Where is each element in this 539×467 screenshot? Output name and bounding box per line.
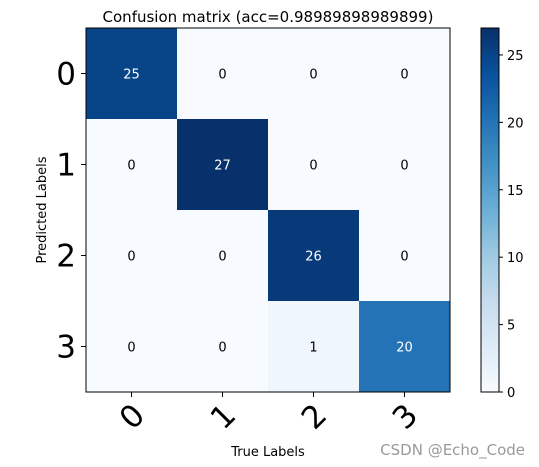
heatmap-cell-label: 25 (123, 68, 140, 83)
heatmap-cell (268, 119, 359, 210)
heatmap-cell-label: 0 (400, 159, 408, 174)
x-tick-label: 1 (204, 397, 243, 436)
colorbar-tick-label: 20 (507, 116, 524, 131)
heatmap-cell (268, 28, 359, 119)
chart-title: Confusion matrix (acc=0.98989898989899) (103, 8, 434, 26)
heatmap-cell (177, 119, 268, 210)
heatmap-cell (268, 301, 359, 392)
heatmap-cell-label: 0 (127, 250, 135, 265)
heatmap-cell (359, 28, 450, 119)
heatmap-cell-label: 20 (396, 341, 413, 356)
heatmap-cell-label: 1 (309, 341, 317, 356)
colorbar-tick-label: 25 (507, 49, 524, 64)
y-axis-ticks: 0 1 2 3 (56, 57, 86, 366)
heatmap-cell (177, 301, 268, 392)
heatmap-cell-label: 0 (127, 341, 135, 356)
heatmap-cell (359, 301, 450, 392)
heatmap-cell-label: 0 (127, 159, 135, 174)
colorbar-ticks: 0 5 10 15 20 25 (499, 49, 524, 401)
heatmap-cell (268, 210, 359, 301)
y-tick-label: 0 (56, 57, 76, 93)
heatmap-cell-label: 26 (305, 250, 322, 265)
plot-frame (85, 27, 451, 393)
heatmap-cell-label: 0 (218, 341, 226, 356)
x-axis-label: True Labels (230, 445, 305, 460)
x-axis-ticks: 0 1 2 3 (113, 392, 425, 437)
heatmap-cell (86, 119, 177, 210)
colorbar-tick-label: 0 (507, 386, 515, 401)
y-tick-label: 2 (56, 239, 76, 275)
heatmap-cell-label: 0 (400, 250, 408, 265)
heatmap-cell-labels: 25 0 0 0 0 27 0 0 0 0 26 0 0 0 1 20 (123, 68, 413, 356)
x-tick-label: 3 (386, 397, 425, 436)
heatmap-cell-label: 0 (400, 68, 408, 83)
heatmap-cell (177, 210, 268, 301)
x-tick-label: 0 (113, 397, 152, 436)
heatmap-cell-label: 0 (309, 159, 317, 174)
x-tick-label: 2 (295, 397, 334, 436)
heatmap-cell (359, 119, 450, 210)
colorbar (480, 27, 500, 393)
heatmap-cells (86, 28, 450, 392)
heatmap-cell (86, 28, 177, 119)
y-tick-label: 1 (56, 148, 76, 184)
heatmap-cell (86, 301, 177, 392)
y-axis-label: Predicted Labels (35, 156, 50, 263)
y-tick-label: 3 (56, 330, 76, 366)
heatmap-cell (177, 28, 268, 119)
heatmap-cell-label: 0 (218, 68, 226, 83)
heatmap-cell-label: 0 (309, 68, 317, 83)
heatmap-cell (359, 210, 450, 301)
colorbar-tick-label: 5 (507, 319, 515, 334)
colorbar-tick-label: 10 (507, 251, 524, 266)
heatmap-cell (86, 210, 177, 301)
watermark-text: CSDN @Echo_Code (380, 441, 525, 459)
heatmap-cell-label: 27 (214, 159, 231, 174)
heatmap-cell-label: 0 (218, 250, 226, 265)
colorbar-tick-label: 15 (507, 184, 524, 199)
